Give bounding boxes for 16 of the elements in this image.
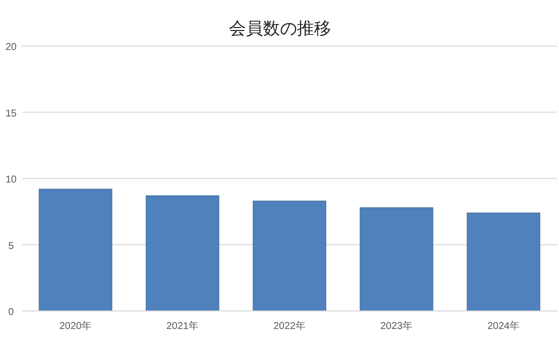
y-tick-label: 10 bbox=[5, 174, 17, 186]
bar bbox=[146, 195, 220, 312]
x-tick-label: 2020年 bbox=[59, 320, 92, 332]
x-tick-label: 2021年 bbox=[166, 320, 199, 332]
bar bbox=[38, 188, 112, 312]
bar bbox=[466, 212, 540, 312]
bar bbox=[252, 200, 326, 312]
y-tick-label: 5 bbox=[8, 240, 14, 252]
y-tick-label: 20 bbox=[5, 42, 17, 53]
x-tick-label: 2024年 bbox=[487, 320, 520, 332]
x-tick-label: 2022年 bbox=[273, 320, 306, 332]
chart-title: 会員数の推移 bbox=[229, 19, 331, 38]
x-tick-label: 2023年 bbox=[380, 320, 413, 332]
y-tick-label: 0 bbox=[8, 307, 14, 318]
bar bbox=[360, 207, 434, 312]
y-tick-label: 15 bbox=[5, 108, 17, 120]
